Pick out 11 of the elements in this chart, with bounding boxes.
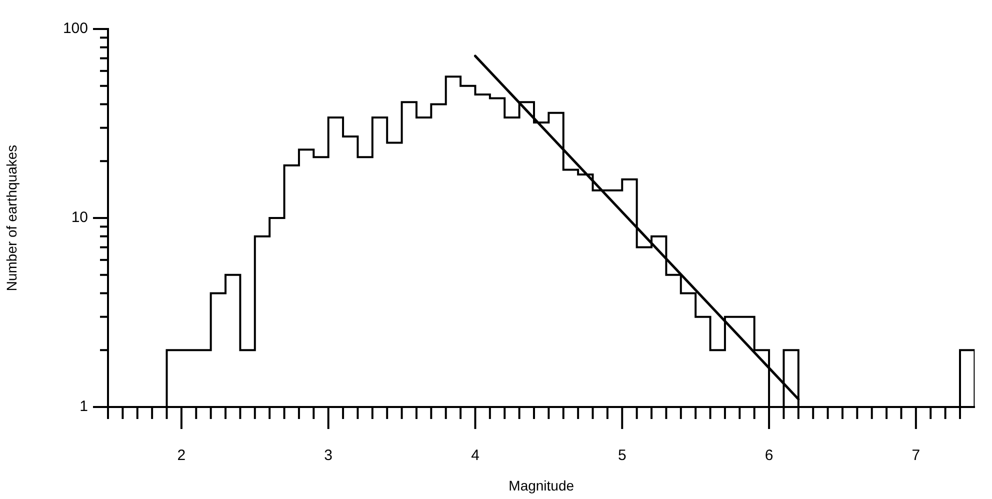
x-axis-title: Magnitude — [508, 477, 574, 494]
y-tick-label: 100 — [62, 20, 88, 38]
y-tick-label: 1 — [80, 398, 88, 416]
x-tick-label: 4 — [471, 447, 480, 464]
y-axis-title: Number of earthquakes — [3, 144, 20, 292]
x-tick-label: 2 — [177, 447, 186, 464]
x-tick-label: 7 — [912, 447, 920, 464]
y-tick-label: 10 — [71, 209, 88, 226]
x-tick-label: 5 — [618, 447, 626, 464]
x-tick-label: 3 — [324, 447, 333, 464]
x-tick-label: 6 — [764, 447, 774, 464]
